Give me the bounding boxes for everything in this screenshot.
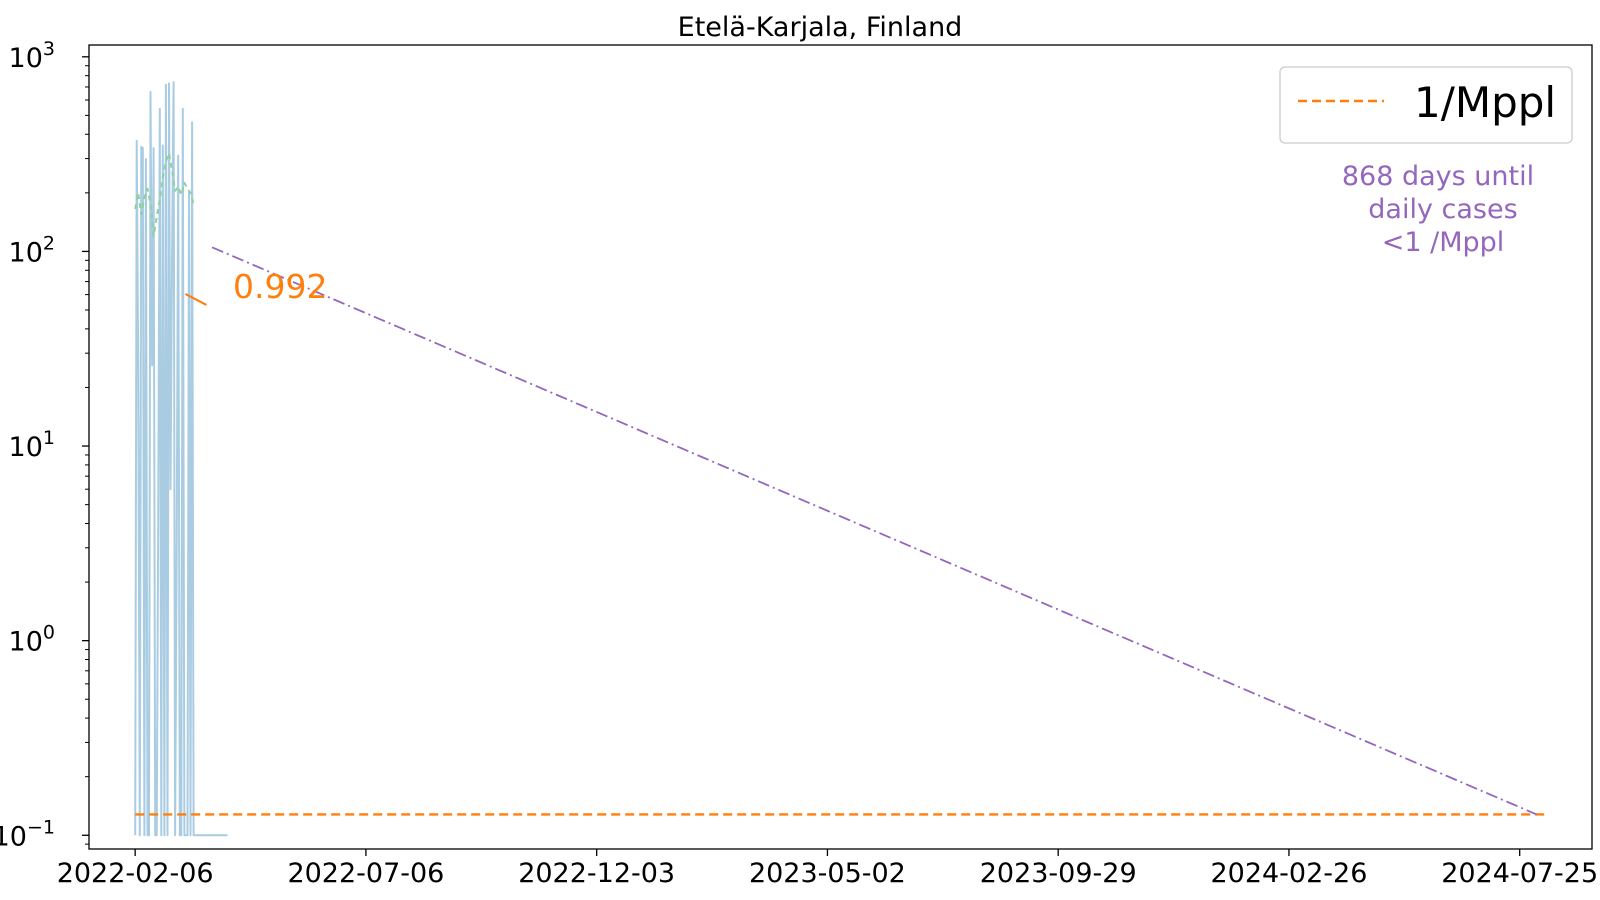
chart-title: Etelä-Karjala, Finland bbox=[678, 12, 963, 43]
x-tick-label: 2022-02-06 bbox=[57, 858, 214, 889]
days-until-line-2: daily cases bbox=[1368, 194, 1517, 225]
x-tick-label: 2022-12-03 bbox=[518, 858, 675, 889]
ratio-slope-marker bbox=[184, 293, 207, 306]
x-tick-label: 2022-07-06 bbox=[287, 858, 444, 889]
plot-frame bbox=[88, 44, 1593, 850]
y-tick-label: 101 bbox=[9, 427, 55, 463]
y-tick-label: 103 bbox=[9, 38, 55, 74]
legend-label-threshold: 1/Mppl bbox=[1414, 78, 1556, 127]
days-until-line-1: 868 days until bbox=[1342, 161, 1534, 192]
series-layer bbox=[134, 81, 1545, 837]
legend: 1/Mppl bbox=[1279, 66, 1573, 144]
ratio-annotation: 0.992 bbox=[233, 267, 327, 306]
projection-line bbox=[211, 246, 1537, 816]
y-tick-label: 10−1 bbox=[0, 816, 55, 852]
daily-cases-line bbox=[134, 81, 228, 837]
y-tick-label: 100 bbox=[9, 622, 55, 658]
y-tick-label: 102 bbox=[9, 232, 55, 268]
x-tick-label: 2024-07-25 bbox=[1441, 858, 1598, 889]
days-until-annotation: 868 days until daily cases <1 /Mppl bbox=[1342, 161, 1534, 258]
rolling-average-line bbox=[134, 152, 195, 237]
days-until-line-3: <1 /Mppl bbox=[1382, 227, 1505, 258]
x-tick-label: 2023-05-02 bbox=[749, 858, 906, 889]
x-tick-label: 2024-02-26 bbox=[1210, 858, 1367, 889]
legend-box bbox=[1279, 66, 1573, 144]
x-tick-label: 2023-09-29 bbox=[980, 858, 1137, 889]
